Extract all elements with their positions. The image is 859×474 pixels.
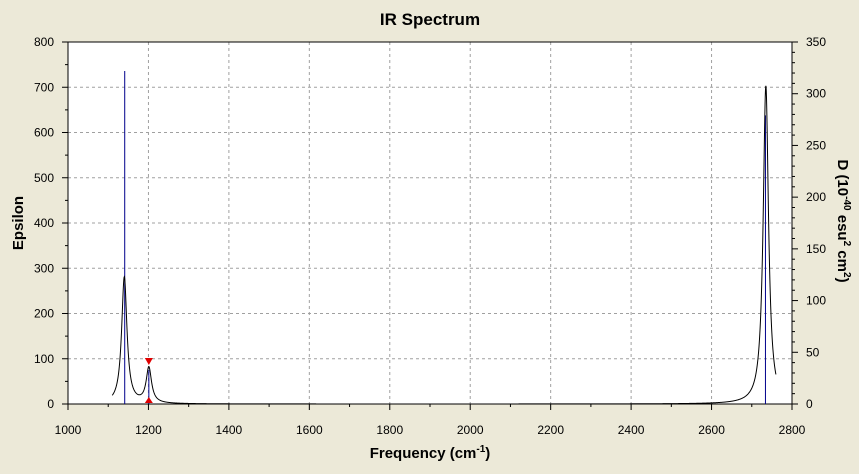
y2-title-part-2: -40 — [841, 196, 852, 211]
x-axis-title-end: ) — [485, 445, 490, 462]
y2-axis-title: D (10-40 esu2 cm2) — [834, 159, 852, 282]
x-tick-label: 1400 — [216, 423, 243, 437]
peak-marker — [144, 358, 153, 403]
x-tick-label: 1200 — [135, 423, 162, 437]
y2-tick-label: 150 — [806, 242, 826, 256]
y2-tick-label: 200 — [806, 190, 826, 204]
marker-bottom-triangle — [144, 397, 153, 403]
y-axis-left: 0 100 200 300 400 500 600 700 800 — [34, 35, 68, 411]
y2-tick-label: 350 — [806, 35, 826, 49]
x-axis: 1000 1200 1400 1600 1800 2000 2200 2400 2600 2800 — [55, 404, 806, 437]
y-tick-label: 800 — [34, 35, 54, 49]
x-axis-title-sup: -1 — [476, 444, 485, 455]
y-tick-label: 700 — [34, 80, 54, 94]
y-axis-right: 0 50 100 150 200 250 300 350 — [792, 35, 826, 411]
x-tick-label: 2800 — [779, 423, 806, 437]
grid — [68, 42, 792, 404]
spectrum-line — [111, 85, 777, 405]
y2-title-part-1: D (10 — [834, 159, 851, 196]
y2-title-part-3: esu — [834, 211, 851, 241]
x-tick-label: 1800 — [376, 423, 403, 437]
y2-tick-label: 0 — [806, 397, 813, 411]
y2-tick-label: 50 — [806, 345, 820, 359]
y-tick-label: 500 — [34, 171, 54, 185]
y-tick-label: 0 — [47, 397, 54, 411]
chart-title: IR Spectrum — [380, 10, 480, 29]
x-axis-title-text: Frequency (cm — [370, 445, 477, 462]
y2-title-part-7: ) — [834, 278, 851, 283]
y-axis-title: Epsilon — [10, 196, 27, 250]
x-tick-label: 2000 — [457, 423, 484, 437]
marker-top-triangle — [144, 358, 153, 366]
x-tick-label: 1000 — [55, 423, 82, 437]
y-tick-label: 200 — [34, 307, 54, 321]
y-tick-label: 600 — [34, 126, 54, 140]
y-tick-label: 100 — [34, 352, 54, 366]
y2-title-part-6: 2 — [841, 272, 852, 278]
y2-tick-label: 100 — [806, 294, 826, 308]
x-axis-title: Frequency (cm-1) — [370, 444, 491, 462]
x-tick-label: 1600 — [296, 423, 323, 437]
y2-tick-label: 250 — [806, 138, 826, 152]
y2-tick-label: 300 — [806, 87, 826, 101]
y2-title-part-4: 2 — [841, 241, 852, 247]
y-tick-label: 300 — [34, 261, 54, 275]
y-tick-label: 400 — [34, 216, 54, 230]
x-tick-label: 2200 — [537, 423, 564, 437]
x-tick-label: 2400 — [618, 423, 645, 437]
x-tick-label: 2600 — [698, 423, 725, 437]
y2-title-part-5: cm — [834, 246, 851, 272]
